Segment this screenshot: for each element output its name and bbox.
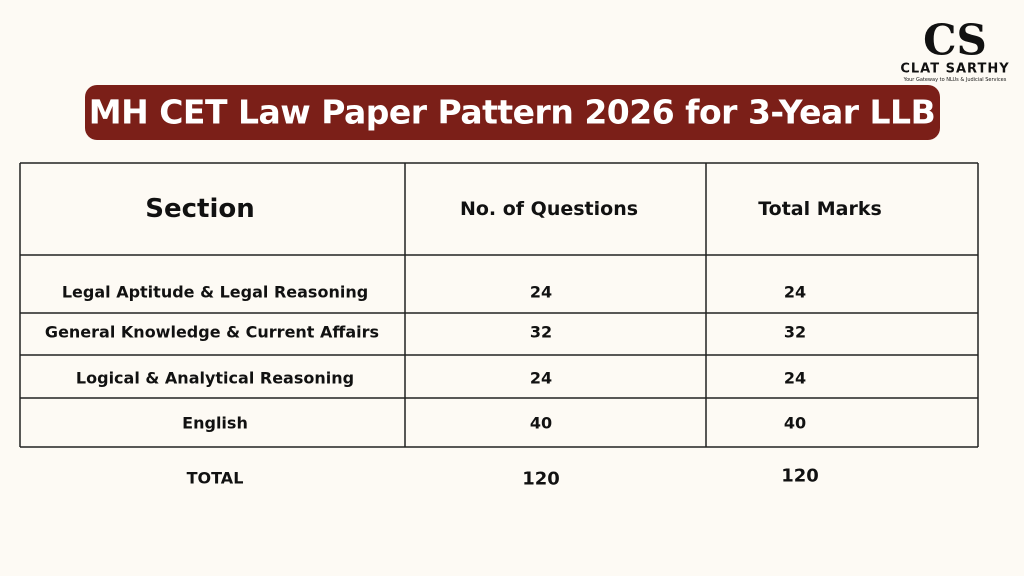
cell: 32 [529,322,553,342]
cell: 24 [783,282,807,302]
total-value: 120 [781,465,819,487]
total-value: 120 [522,468,560,490]
cell: 24 [783,368,807,388]
cell: General Knowledge & Current Affairs [44,322,380,342]
title: MH CET Law Paper Pattern 2026 for 3-Year… [88,92,936,132]
cell: 40 [783,413,807,433]
column-header: Section [145,194,255,224]
total-label: TOTAL [186,468,244,488]
cell: 32 [783,322,807,342]
logo-tagline: Your Gateway to NLUs & Judicial Services [903,77,1007,83]
cell: Logical & Analytical Reasoning [75,368,355,388]
cell: Legal Aptitude & Legal Reasoning [61,282,369,302]
cell: 24 [529,368,553,388]
logo-name: CLAT SARTHY [900,61,1010,77]
column-header: Total Marks [758,198,882,220]
cell: English [182,413,248,433]
column-header: No. of Questions [459,198,639,220]
title-banner [85,85,940,140]
logo-monogram: CS [923,15,987,65]
cell: 24 [529,282,553,302]
cell: 40 [529,413,553,433]
